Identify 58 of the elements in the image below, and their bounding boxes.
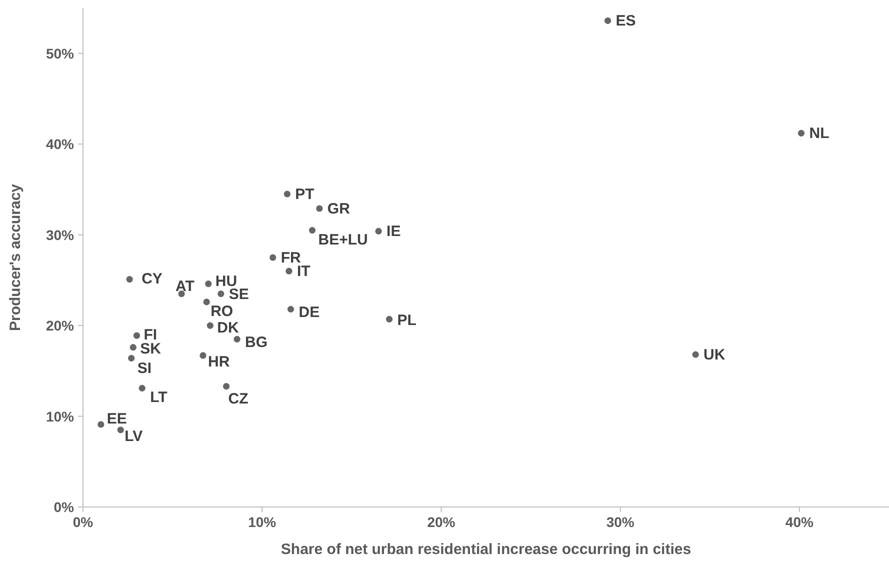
point [130, 344, 136, 351]
y-tick-label: 0% [54, 499, 75, 515]
point [604, 17, 612, 24]
annotation: NL [809, 125, 830, 142]
annotation: RO [210, 302, 234, 320]
annotation: ES [616, 12, 636, 30]
point [270, 254, 276, 261]
annotation: BG [245, 334, 268, 352]
annotation: LV [124, 428, 143, 445]
x-tick-label: 30% [606, 514, 635, 530]
annotation: EE [106, 410, 127, 428]
point [234, 336, 240, 342]
point [692, 351, 699, 358]
annotation: DE [298, 304, 320, 322]
point [206, 322, 214, 329]
y-tick-label: 20% [46, 318, 75, 334]
point [200, 352, 206, 359]
point [286, 268, 292, 274]
point [205, 280, 212, 288]
point [308, 226, 316, 234]
x-tick-label: 10% [248, 514, 277, 530]
annotation: BE+LU [318, 231, 368, 248]
point [128, 354, 135, 362]
x-tick-label: 40% [785, 514, 814, 530]
annotation: LT [150, 389, 168, 406]
point [222, 383, 230, 390]
point [284, 190, 290, 198]
point [117, 426, 124, 434]
y-tick-label: 10% [46, 408, 75, 424]
x-tick-label: 20% [427, 514, 456, 530]
annotation: SI [137, 360, 152, 378]
point [386, 316, 393, 322]
point [203, 298, 210, 306]
point [218, 290, 224, 298]
annotation: GR [327, 200, 350, 218]
point [126, 276, 133, 283]
annotation: PT [295, 186, 314, 203]
point [98, 421, 104, 428]
y-tick-label: 40% [46, 136, 75, 152]
annotation: CY [142, 270, 162, 288]
point [138, 384, 146, 392]
point [287, 306, 294, 313]
point [133, 332, 140, 339]
annotation: AT [176, 278, 194, 295]
annotation: IE [386, 223, 401, 240]
annotation: UK [704, 346, 726, 364]
point [798, 130, 805, 137]
y-tick-label: 30% [46, 226, 75, 243]
point [316, 205, 323, 212]
point [375, 228, 382, 234]
annotation: DK [217, 320, 239, 337]
y-axis-title: Producer's accuracy [7, 183, 24, 331]
y-tick-label: 50% [46, 45, 75, 62]
annotation: CZ [228, 390, 248, 408]
annotation: PL [397, 312, 416, 330]
x-tick-label: 0% [72, 514, 94, 530]
x-axis-title: Share of net urban residential increase occurring in cities [280, 541, 692, 558]
annotation: HR [208, 353, 230, 370]
